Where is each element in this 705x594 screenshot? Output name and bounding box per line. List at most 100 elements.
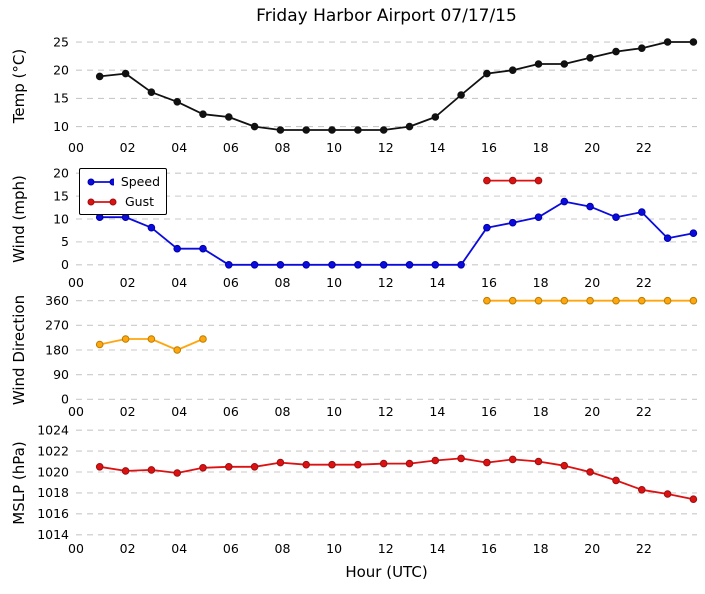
speed-marker [689,229,698,237]
temp-marker [405,122,414,131]
mslp-marker [225,463,233,471]
mslp-marker [508,455,517,464]
x-tick-label: 16 [481,541,497,556]
gust-marker [534,176,543,185]
y-tick-label: 10 [53,119,69,134]
x-tick-label: 10 [326,404,342,419]
x-tick-label: 14 [429,404,445,419]
temp-marker [638,44,646,53]
direction-marker [483,296,491,305]
x-tick-label: 08 [275,140,291,155]
x-tick-label: 10 [326,275,342,290]
y-tick-label: 270 [45,318,69,333]
direction-marker [560,296,569,305]
x-tick-label: 10 [326,541,342,556]
x-tick-label: 04 [171,541,187,556]
temp-marker [508,66,517,74]
y-tick-label: 1016 [37,506,69,521]
speed-marker [147,223,156,232]
x-tick-label: 16 [481,404,497,419]
speed-marker [405,261,414,269]
direction-marker [173,346,181,354]
temp-marker [328,126,336,134]
gust-marker [508,176,517,185]
y-tick-label: 180 [45,342,69,357]
chart-title: Friday Harbor Airport 07/17/15 [256,6,517,26]
temp-marker [95,72,104,81]
speed-marker [225,261,233,269]
y-tick-label: 0 [61,257,69,272]
speed-line-swatch [87,178,114,185]
direction-marker [199,335,207,343]
speed-marker [663,234,672,242]
speed-marker [431,261,440,269]
speed-marker [199,244,207,253]
mslp-marker [405,459,414,468]
mslp-marker [354,460,362,469]
x-tick-label: 04 [171,404,187,419]
x-tick-label: 22 [636,140,652,155]
wind-legend: Speed Gust [79,168,167,215]
x-tick-label: 06 [223,140,239,155]
y-tick-label: 25 [53,34,69,49]
y-tick-label: 1020 [37,464,69,479]
x-tick-label: 22 [636,275,652,290]
x-tick-label: 08 [275,275,291,290]
legend-item-gust: Gust [86,193,160,210]
speed-marker [173,244,181,253]
y-tick-label: 1018 [37,485,69,500]
x-tick-label: 02 [120,404,136,419]
x-tick-label: 00 [68,140,84,155]
speed-marker [586,202,594,211]
x-axis-title: Hour (UTC) [345,563,428,581]
direction-marker [121,335,130,343]
speed-line [99,200,694,266]
y-tick-label: 1022 [37,443,69,458]
x-tick-label: 12 [378,541,394,556]
y-tick-label: 360 [45,293,69,308]
mslp-marker [302,460,311,469]
x-tick-label: 00 [68,541,84,556]
direction-marker [663,296,672,305]
y-tick-label: 1024 [37,422,69,437]
direction-marker [689,296,698,305]
x-tick-label: 18 [533,404,549,419]
direction-marker [586,296,594,305]
speed-marker [328,261,336,269]
x-tick-label: 12 [378,404,394,419]
temp-marker [354,126,362,134]
x-tick-label: 00 [68,275,84,290]
mslp-marker [689,495,698,504]
mslp-marker [147,466,156,474]
mslp-marker [663,490,672,498]
x-tick-label: 14 [429,140,445,155]
temp-marker [225,113,233,121]
direction-marker [95,340,104,349]
x-tick-label: 20 [584,275,600,290]
speed-marker [534,213,543,221]
legend-label-gust: Gust [125,194,155,209]
temp-marker [250,122,259,131]
x-tick-label: 16 [481,275,497,290]
direction-marker [638,296,646,305]
x-tick-label: 18 [533,541,549,556]
mslp-marker [121,467,130,475]
x-tick-label: 12 [378,140,394,155]
x-tick-label: 08 [275,541,291,556]
temp-marker [147,88,156,96]
temp-marker [586,54,594,62]
speed-marker [457,261,465,269]
gust-marker [483,176,491,185]
mslp-marker [276,458,285,467]
speed-marker [379,261,388,269]
x-tick-label: 02 [120,275,136,290]
legend-item-speed: Speed [86,173,160,190]
mslp-marker [95,463,104,471]
x-tick-label: 00 [68,404,84,419]
temp-marker [483,69,491,78]
temp-marker [689,38,698,46]
speed-marker [612,213,620,221]
speed-marker [483,223,491,232]
